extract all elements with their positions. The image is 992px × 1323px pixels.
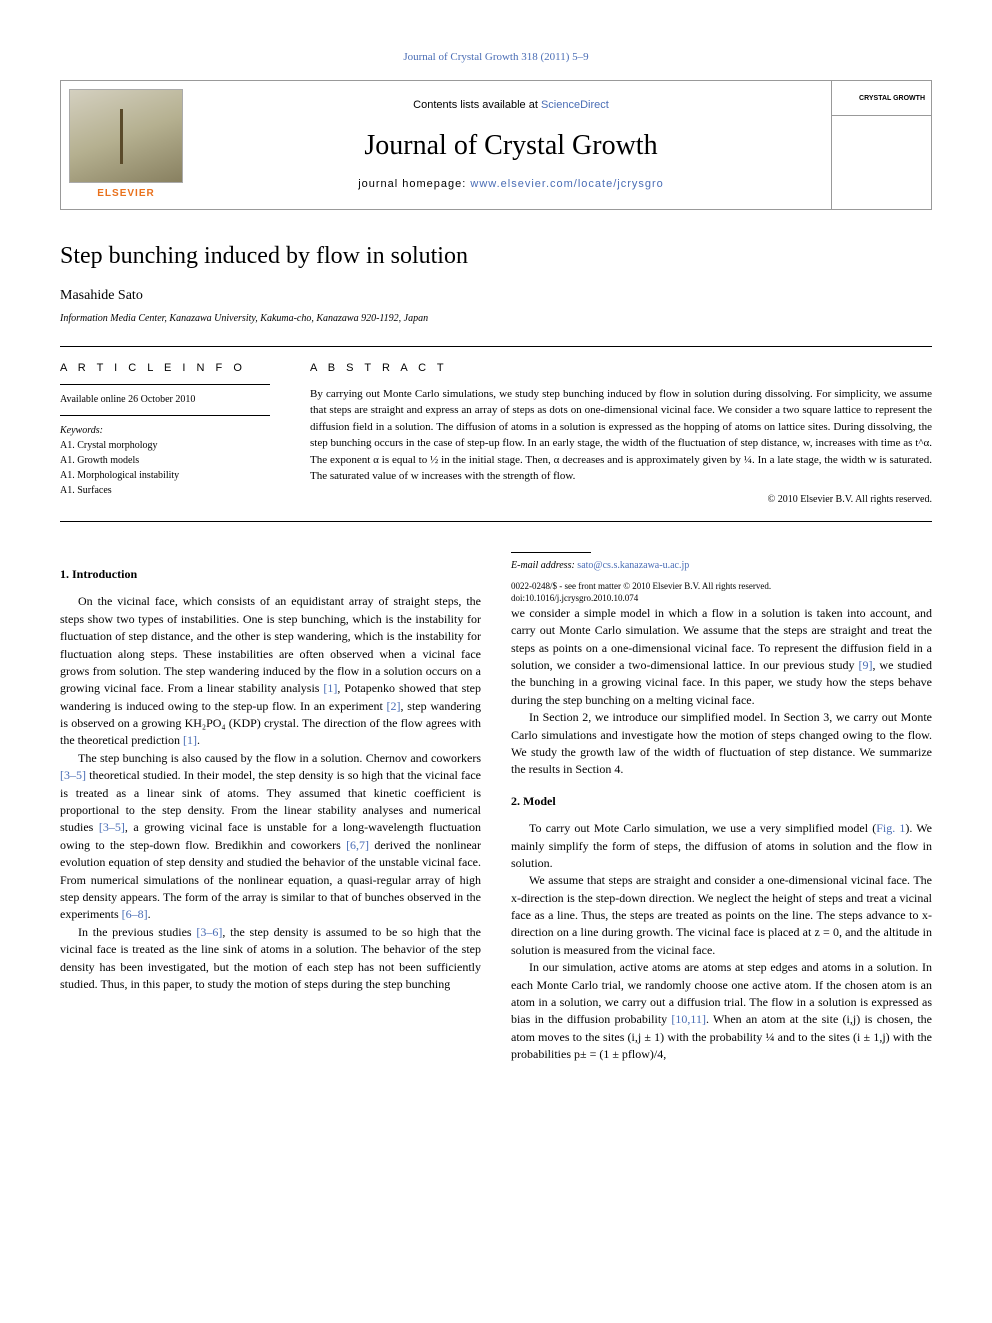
cover-label: CRYSTAL GROWTH bbox=[832, 81, 931, 116]
keyword-item: A1. Crystal morphology bbox=[60, 438, 270, 453]
citation-header: Journal of Crystal Growth 318 (2011) 5–9 bbox=[60, 50, 932, 65]
citation-ref[interactable]: [1] bbox=[183, 733, 197, 747]
publisher-logo-block: ELSEVIER bbox=[61, 81, 191, 209]
contents-line: Contents lists available at ScienceDirec… bbox=[413, 98, 609, 113]
body-paragraph: In the previous studies [3–6], the step … bbox=[60, 924, 481, 994]
cover-image-placeholder bbox=[832, 116, 931, 209]
body-paragraph: To carry out Mote Carlo simulation, we u… bbox=[511, 820, 932, 872]
section-heading-model: 2. Model bbox=[511, 793, 932, 810]
keywords-label: Keywords: bbox=[60, 424, 270, 438]
contents-prefix: Contents lists available at bbox=[413, 99, 541, 111]
abstract-text: By carrying out Monte Carlo simulations,… bbox=[310, 386, 932, 485]
citation-ref[interactable]: [2] bbox=[387, 699, 401, 713]
citation-ref[interactable]: [3–5] bbox=[60, 768, 86, 782]
author-affiliation: Information Media Center, Kanazawa Unive… bbox=[60, 312, 932, 326]
keyword-item: A1. Growth models bbox=[60, 453, 270, 468]
author-name: Masahide Sato bbox=[60, 286, 932, 306]
body-paragraph: The step bunching is also caused by the … bbox=[60, 750, 481, 924]
body-paragraph: We assume that steps are straight and co… bbox=[511, 872, 932, 959]
footer-meta: 0022-0248/$ - see front matter © 2010 El… bbox=[511, 581, 932, 604]
doi-line: doi:10.1016/j.jcrysgro.2010.10.074 bbox=[511, 593, 932, 605]
citation-ref[interactable]: [9] bbox=[858, 658, 872, 672]
info-divider-2 bbox=[60, 415, 270, 416]
keyword-item: A1. Morphological instability bbox=[60, 468, 270, 483]
text-run: The step bunching is also caused by the … bbox=[78, 751, 481, 765]
footer-divider bbox=[511, 552, 591, 553]
abstract-heading: A B S T R A C T bbox=[310, 361, 932, 376]
body-paragraph: On the vicinal face, which consists of a… bbox=[60, 593, 481, 750]
article-title: Step bunching induced by flow in solutio… bbox=[60, 240, 932, 274]
homepage-link[interactable]: www.elsevier.com/locate/jcrysgro bbox=[470, 178, 663, 190]
abstract-copyright: © 2010 Elsevier B.V. All rights reserved… bbox=[310, 493, 932, 507]
article-info-heading: A R T I C L E I N F O bbox=[60, 361, 270, 376]
homepage-line: journal homepage: www.elsevier.com/locat… bbox=[358, 177, 664, 192]
email-link[interactable]: sato@cs.s.kanazawa-u.ac.jp bbox=[577, 560, 689, 571]
email-label: E-mail address: bbox=[511, 560, 577, 571]
citation-ref[interactable]: [6,7] bbox=[346, 838, 369, 852]
body-paragraph: In our simulation, active atoms are atom… bbox=[511, 959, 932, 1063]
homepage-prefix: journal homepage: bbox=[358, 178, 470, 190]
text-run: To carry out Mote Carlo simulation, we u… bbox=[529, 821, 876, 835]
citation-ref[interactable]: [6–8] bbox=[122, 907, 148, 921]
article-info: A R T I C L E I N F O Available online 2… bbox=[60, 347, 290, 521]
citation-ref[interactable]: [3–6] bbox=[196, 925, 222, 939]
text-run: . bbox=[148, 907, 151, 921]
text-run: In the previous studies bbox=[78, 925, 196, 939]
figure-ref[interactable]: Fig. 1 bbox=[876, 821, 905, 835]
journal-title: Journal of Crystal Growth bbox=[364, 126, 657, 165]
keywords-list: A1. Crystal morphology A1. Growth models… bbox=[60, 438, 270, 498]
citation-ref[interactable]: [3–5] bbox=[99, 820, 125, 834]
available-online: Available online 26 October 2010 bbox=[60, 393, 270, 407]
abstract-block: A B S T R A C T By carrying out Monte Ca… bbox=[290, 347, 932, 521]
body-paragraph: we consider a simple model in which a fl… bbox=[511, 605, 932, 709]
section-heading-intro: 1. Introduction bbox=[60, 566, 481, 583]
info-divider bbox=[60, 384, 270, 385]
info-abstract-row: A R T I C L E I N F O Available online 2… bbox=[60, 346, 932, 522]
sciencedirect-link[interactable]: ScienceDirect bbox=[541, 99, 609, 111]
journal-cover-thumb: CRYSTAL GROWTH bbox=[831, 81, 931, 209]
front-matter-line: 0022-0248/$ - see front matter © 2010 El… bbox=[511, 581, 932, 593]
keyword-item: A1. Surfaces bbox=[60, 483, 270, 498]
text-run: . bbox=[197, 733, 200, 747]
body-columns: 1. Introduction On the vicinal face, whi… bbox=[60, 552, 932, 1064]
elsevier-tree-icon bbox=[69, 89, 183, 183]
elsevier-wordmark: ELSEVIER bbox=[97, 187, 154, 201]
journal-header-center: Contents lists available at ScienceDirec… bbox=[191, 81, 831, 209]
journal-header: ELSEVIER Contents lists available at Sci… bbox=[60, 80, 932, 210]
footer-block: E-mail address: sato@cs.s.kanazawa-u.ac.… bbox=[511, 552, 932, 605]
citation-link[interactable]: Journal of Crystal Growth 318 (2011) 5–9 bbox=[403, 51, 588, 63]
citation-ref[interactable]: [1] bbox=[323, 681, 337, 695]
citation-ref[interactable]: [10,11] bbox=[671, 1012, 706, 1026]
email-line: E-mail address: sato@cs.s.kanazawa-u.ac.… bbox=[511, 559, 932, 574]
body-paragraph: In Section 2, we introduce our simplifie… bbox=[511, 709, 932, 779]
